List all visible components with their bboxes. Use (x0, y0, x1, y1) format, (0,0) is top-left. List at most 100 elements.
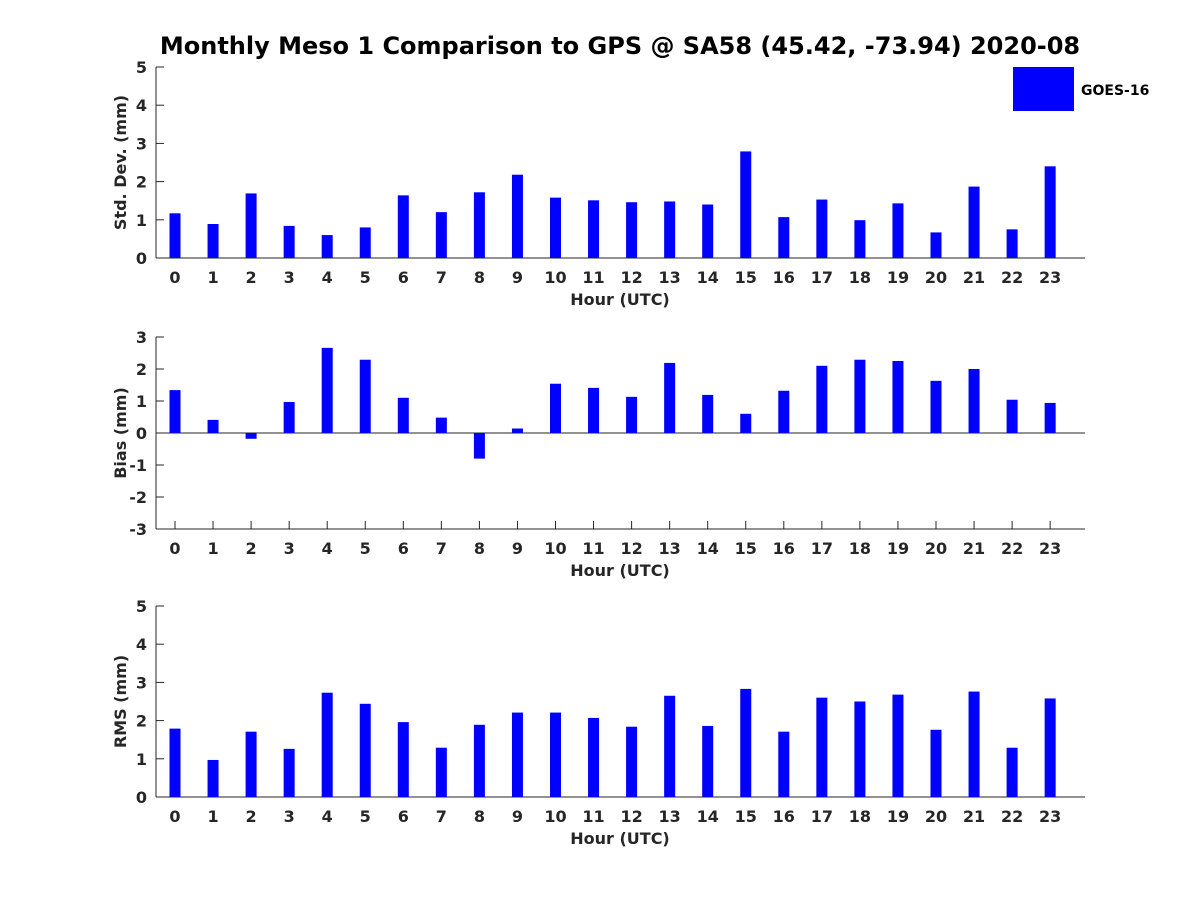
x-tick-label: 15 (735, 268, 757, 287)
x-tick-label: 18 (849, 539, 871, 558)
x-axis-label: Hour (UTC) (570, 561, 670, 580)
bar (321, 235, 333, 258)
x-tick-label: 4 (322, 807, 333, 826)
x-tick-label: 3 (284, 268, 295, 287)
x-tick-label: 20 (925, 268, 947, 287)
bar (702, 725, 714, 797)
bar (854, 359, 866, 433)
x-tick-label: 19 (887, 268, 909, 287)
x-tick-label: 12 (620, 268, 642, 287)
bar (550, 712, 561, 797)
x-tick-label: 11 (582, 268, 604, 287)
bar (588, 717, 600, 797)
bar (169, 728, 181, 797)
y-tick-label: 1 (136, 211, 147, 230)
x-tick-label: 2 (246, 539, 257, 558)
x-tick-label: 10 (544, 268, 566, 287)
x-tick-label: 13 (659, 539, 681, 558)
y-tick-label: 1 (136, 750, 147, 769)
y-tick-label: 2 (136, 360, 147, 379)
x-tick-label: 3 (284, 807, 295, 826)
bar (245, 731, 257, 797)
legend-swatch (1013, 67, 1074, 111)
x-tick-label: 17 (811, 268, 833, 287)
x-tick-label: 6 (398, 539, 409, 558)
y-tick-label: -1 (129, 456, 147, 475)
x-tick-label: 14 (697, 807, 719, 826)
bar (854, 220, 866, 258)
bar (892, 203, 904, 258)
y-tick-label: 5 (136, 597, 147, 616)
bar (1006, 747, 1018, 797)
x-tick-label: 4 (322, 539, 333, 558)
bar (588, 200, 600, 258)
bar (816, 697, 828, 797)
bar (626, 396, 638, 433)
y-tick-label: 3 (136, 673, 147, 692)
x-tick-label: 22 (1001, 539, 1023, 558)
bar (550, 383, 561, 433)
x-tick-label: 1 (207, 539, 218, 558)
x-tick-label: 10 (544, 807, 566, 826)
bar (1044, 698, 1056, 797)
bar (1044, 166, 1056, 258)
bar (1006, 399, 1018, 433)
x-tick-label: 15 (735, 539, 757, 558)
bar (321, 347, 333, 433)
bar (702, 394, 714, 433)
x-tick-label: 23 (1039, 268, 1061, 287)
bar (511, 174, 523, 258)
x-tick-label: 0 (169, 539, 180, 558)
x-tick-label: 9 (512, 539, 523, 558)
x-tick-label: 19 (887, 807, 909, 826)
x-tick-label: 9 (512, 268, 523, 287)
bar (778, 731, 790, 797)
bar (626, 202, 638, 258)
y-tick-label: 4 (136, 96, 147, 115)
bar (664, 695, 676, 797)
bar (588, 387, 600, 433)
bar (930, 232, 942, 258)
x-tick-label: 16 (773, 807, 795, 826)
x-tick-label: 3 (284, 539, 295, 558)
bar (854, 701, 866, 797)
x-tick-label: 6 (398, 268, 409, 287)
x-tick-label: 5 (360, 539, 371, 558)
x-tick-label: 12 (620, 807, 642, 826)
bar (359, 359, 371, 433)
bar (1044, 402, 1056, 433)
legend-label: GOES-16 (1081, 83, 1149, 99)
bar (435, 417, 447, 433)
x-tick-label: 1 (207, 807, 218, 826)
x-tick-label: 11 (582, 539, 604, 558)
chart-title: Monthly Meso 1 Comparison to GPS @ SA58 … (160, 32, 1080, 60)
x-tick-label: 20 (925, 807, 947, 826)
x-tick-label: 21 (963, 268, 985, 287)
x-tick-label: 11 (582, 807, 604, 826)
x-tick-label: 2 (246, 807, 257, 826)
bar (207, 224, 219, 258)
x-axis-label: Hour (UTC) (570, 290, 670, 309)
bar (664, 201, 676, 258)
bar (816, 199, 828, 258)
y-tick-label: 2 (136, 173, 147, 192)
x-tick-label: 7 (436, 539, 447, 558)
bar (550, 197, 561, 258)
x-tick-label: 22 (1001, 268, 1023, 287)
bar (930, 380, 942, 433)
x-tick-label: 0 (169, 807, 180, 826)
y-tick-label: 0 (136, 249, 147, 268)
x-tick-label: 16 (773, 268, 795, 287)
bar (892, 694, 904, 797)
x-tick-label: 23 (1039, 807, 1061, 826)
y-tick-label: 4 (136, 635, 147, 654)
y-axis-label: Bias (mm) (111, 387, 130, 479)
y-tick-label: 0 (136, 424, 147, 443)
legend: GOES-16 (1013, 67, 1149, 111)
bar (283, 401, 295, 433)
bar (968, 186, 980, 258)
x-tick-label: 7 (436, 268, 447, 287)
